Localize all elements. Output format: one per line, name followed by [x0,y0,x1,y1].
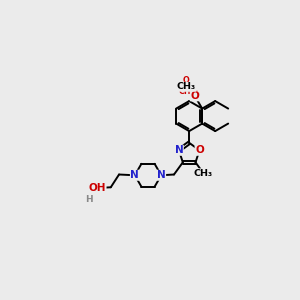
Text: O
CH₃: O CH₃ [178,76,194,96]
Text: OH: OH [88,183,106,193]
Text: O: O [190,90,199,100]
Text: CH₃: CH₃ [194,169,213,178]
Text: H: H [85,195,93,204]
Text: N: N [130,170,139,180]
Text: O: O [195,145,204,155]
Text: N: N [157,170,166,180]
Text: N: N [175,145,183,155]
Text: O: O [190,91,199,101]
Text: CH₃: CH₃ [177,82,196,91]
